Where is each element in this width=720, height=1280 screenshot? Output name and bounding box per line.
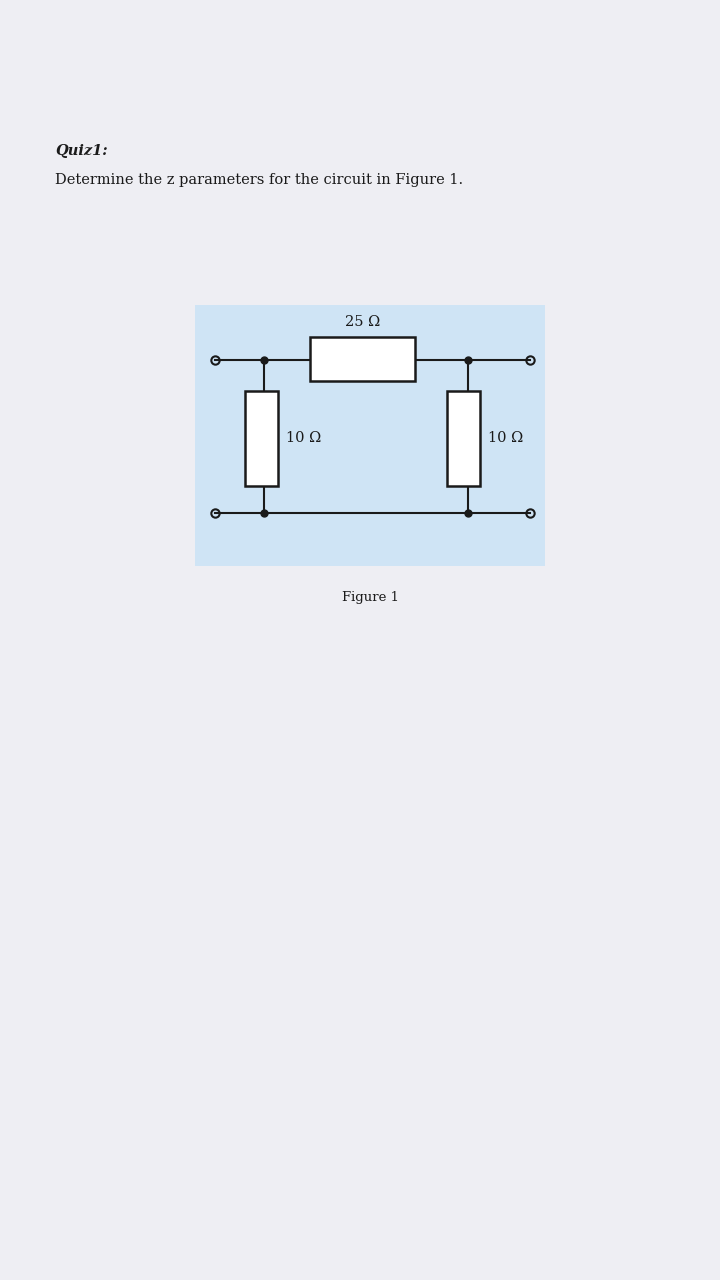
Bar [447,390,480,486]
Text: Determine the z parameters for the circuit in Figure 1.: Determine the z parameters for the circu… [55,173,463,187]
Text: 10 Ω: 10 Ω [488,431,523,445]
Text: 10 Ω: 10 Ω [286,431,321,445]
Bar [195,305,545,567]
Text: 25 Ω: 25 Ω [345,315,380,329]
Text: Quiz1:: Quiz1: [55,145,107,159]
Bar [245,390,278,486]
Bar [310,338,415,380]
Text: Figure 1: Figure 1 [341,590,398,604]
